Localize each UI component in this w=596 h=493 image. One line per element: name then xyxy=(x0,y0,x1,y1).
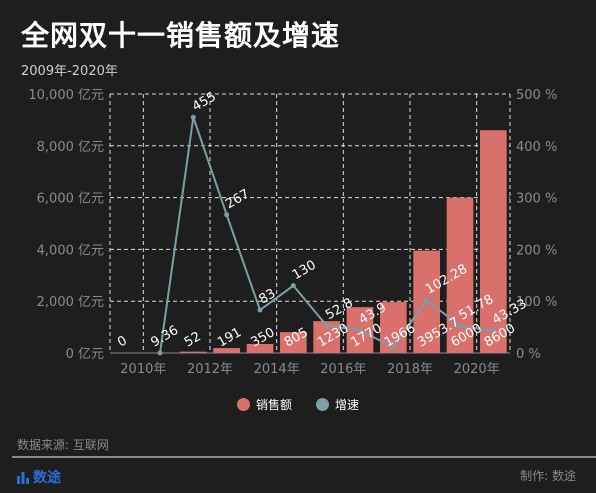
line-value-label: 83 xyxy=(257,286,279,307)
bar xyxy=(180,351,207,353)
chart-title: 全网双十一销售额及增速 xyxy=(21,19,341,52)
x-tick-label: 2010年 xyxy=(120,362,166,377)
line-point xyxy=(390,344,396,350)
line-point xyxy=(357,327,363,333)
x-tick-label: 2012年 xyxy=(187,362,233,377)
y-left-tick-label: 0 亿元 xyxy=(66,347,104,362)
bar-value-label: 9.36 xyxy=(149,323,182,350)
bar xyxy=(380,302,407,353)
bar xyxy=(246,343,274,353)
legend-label-sales: 销售额 xyxy=(255,398,292,412)
line-point xyxy=(257,307,263,313)
y-right-tick-label: 500 % xyxy=(516,88,557,103)
bar xyxy=(480,130,507,353)
brand-logo[interactable]: 数途 xyxy=(16,467,61,487)
y-left-tick-label: 4,000 亿元 xyxy=(37,243,104,258)
y-left-tick-label: 8,000 亿元 xyxy=(37,140,104,155)
line-value-label: 130 xyxy=(290,258,319,283)
legend-label-growth: 增速 xyxy=(335,398,360,412)
line-value-label: 267 xyxy=(223,187,252,212)
legend-swatch-sales xyxy=(236,398,250,411)
chart-subtitle: 2009年-2020年 xyxy=(21,64,118,79)
legend-swatch-growth xyxy=(316,398,329,411)
line-point xyxy=(424,297,430,303)
y-right-tick-label: 400 % xyxy=(516,140,557,155)
line-point xyxy=(190,114,196,120)
line-point xyxy=(157,350,163,356)
bar-value-label: 0 xyxy=(115,333,130,350)
y-right-tick-label: 0 % xyxy=(516,347,541,362)
x-tick-label: 2014年 xyxy=(254,362,300,377)
combo-chart: 0 亿元 0 % 2,000 亿元 100 % 4,000 亿元 200 % 6,000 亿… xyxy=(28,88,557,377)
y-left-tick-label: 6,000 亿元 xyxy=(37,192,104,207)
line-point xyxy=(490,328,496,334)
line-point xyxy=(457,323,463,329)
bar xyxy=(213,348,240,353)
x-tick-label: 2020年 xyxy=(454,362,500,377)
maker-credit: 制作: 数途 xyxy=(520,469,576,483)
brand-name: 数途 xyxy=(33,470,61,486)
line-point xyxy=(224,212,230,218)
data-source: 数据来源: 互联网 xyxy=(17,438,109,452)
y-right-tick-label: 200 % xyxy=(516,243,557,258)
x-tick-label: 2018年 xyxy=(387,362,433,377)
bar-value-label: 191 xyxy=(215,325,244,350)
legend-item-sales[interactable]: 销售额 xyxy=(236,396,292,413)
footer-divider xyxy=(12,456,596,458)
y-right-tick-label: 300 % xyxy=(516,192,557,207)
y-right-tick-label: 100 % xyxy=(516,295,557,310)
x-tick-label: 2016年 xyxy=(320,362,366,377)
y-left-tick-label: 10,000 亿元 xyxy=(28,88,104,103)
bar-value-label: 52 xyxy=(182,329,204,350)
y-left-tick-label: 2,000 亿元 xyxy=(37,295,104,310)
line-value-label: 455 xyxy=(190,89,219,114)
legend: 销售额 增速 xyxy=(0,396,596,413)
line-point xyxy=(290,283,296,289)
legend-item-growth[interactable]: 增速 xyxy=(316,396,359,413)
bar xyxy=(280,332,307,353)
line-point xyxy=(324,323,330,329)
bar-chart-icon xyxy=(17,472,29,484)
